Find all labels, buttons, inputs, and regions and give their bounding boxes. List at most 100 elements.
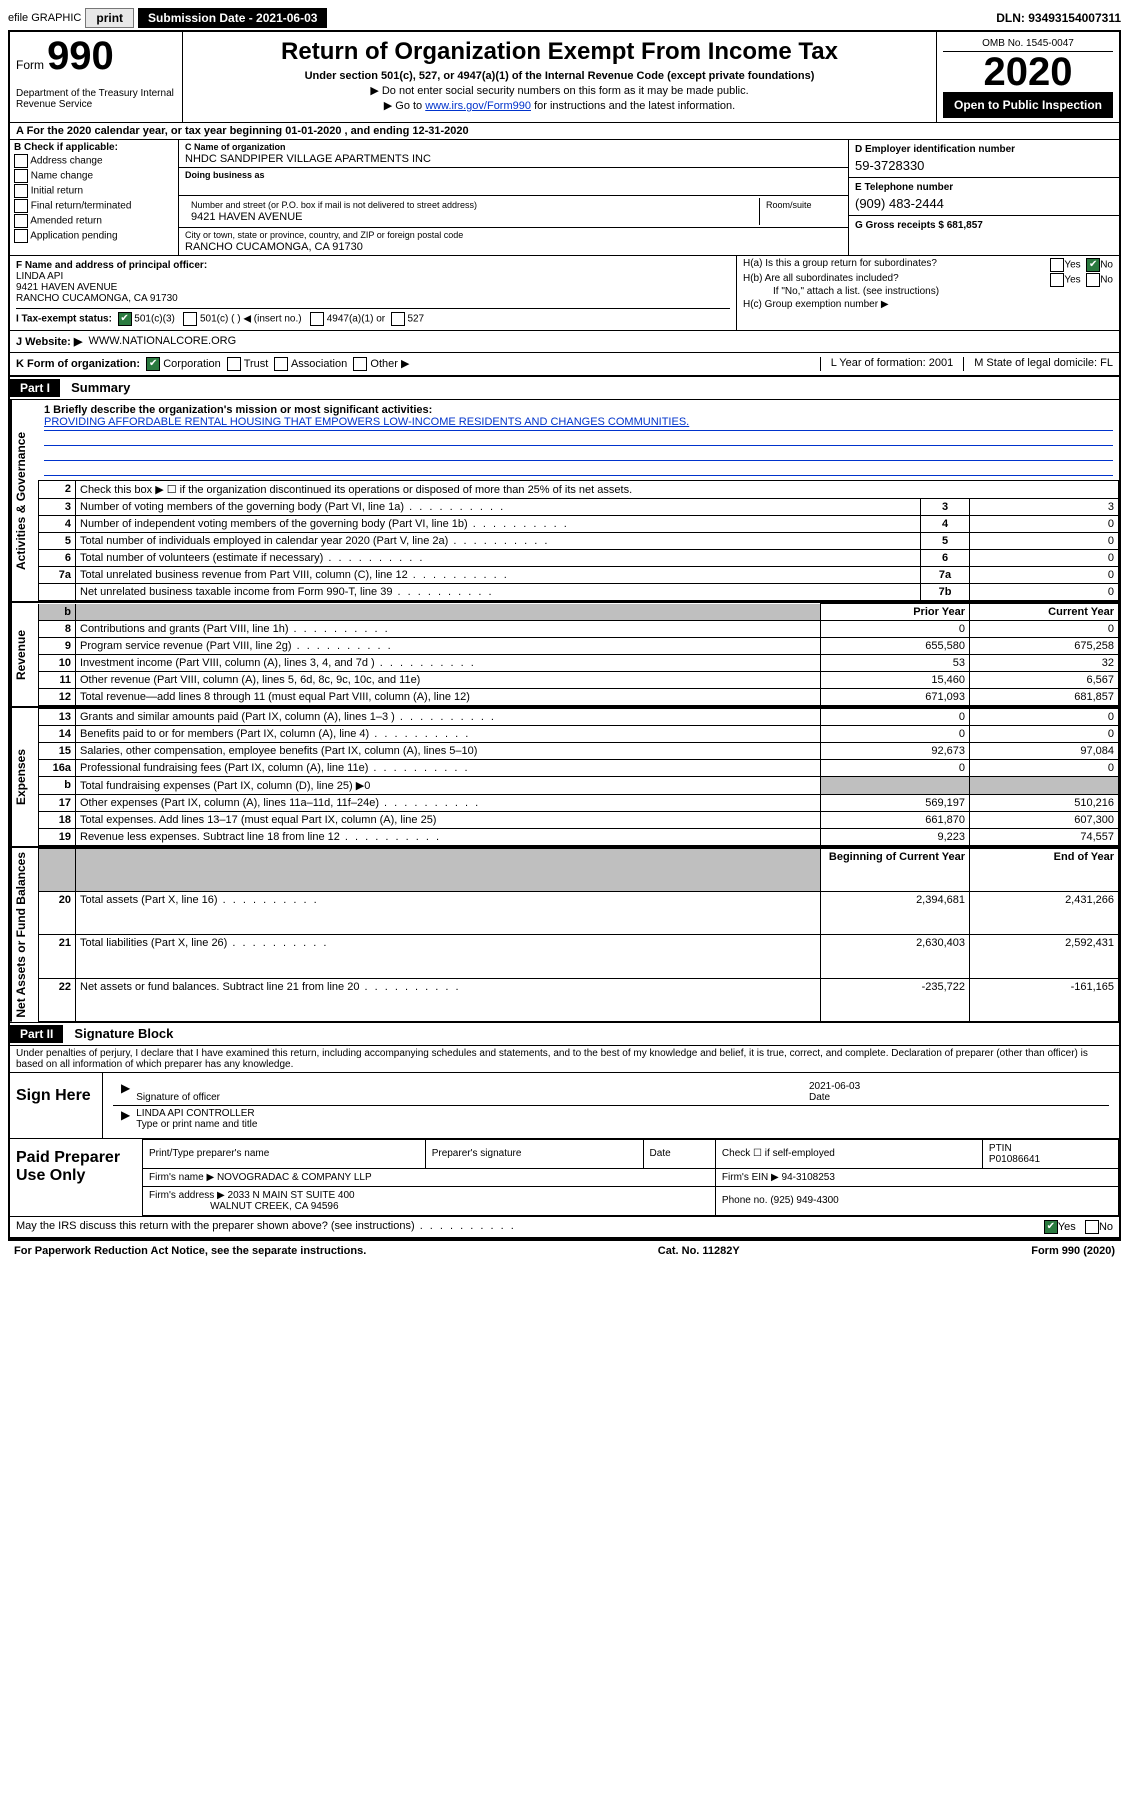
chk-4947[interactable] <box>310 312 324 326</box>
prep-self-label[interactable]: Check ☐ if self-employed <box>715 1139 982 1168</box>
firm-ein: 94-3108253 <box>782 1172 835 1183</box>
chk-trust[interactable] <box>227 357 241 371</box>
form-number: 990 <box>47 34 114 78</box>
firm-name: NOVOGRADAC & COMPANY LLP <box>217 1172 372 1183</box>
gross-receipts: G Gross receipts $ 681,857 <box>855 220 1113 231</box>
declaration: Under penalties of perjury, I declare th… <box>10 1046 1119 1072</box>
sign-here-row: Sign Here ▶ Signature of officer 2021-06… <box>10 1072 1119 1138</box>
instr-line1: ▶ Do not enter social security numbers o… <box>189 84 930 97</box>
officer-name: LINDA API <box>16 271 63 282</box>
table-row: 19Revenue less expenses. Subtract line 1… <box>39 829 1119 846</box>
table-row: Net unrelated business taxable income fr… <box>39 584 1119 601</box>
activities-section: Activities & Governance 1 Briefly descri… <box>10 400 1119 603</box>
table-row: 11Other revenue (Part VIII, column (A), … <box>39 672 1119 689</box>
website-row: J Website: ▶ WWW.NATIONALCORE.ORG <box>10 331 1119 353</box>
cat-no: Cat. No. 11282Y <box>658 1245 740 1257</box>
sign-mid: ▶ Signature of officer 2021-06-03Date ▶ … <box>103 1073 1119 1138</box>
top-bar: efile GRAPHIC print Submission Date - 20… <box>8 8 1121 28</box>
form-container: Form 990 Department of the Treasury Inte… <box>8 30 1121 1239</box>
firm-addr2: WALNUT CREEK, CA 94596 <box>210 1201 338 1212</box>
discuss-no[interactable] <box>1085 1220 1099 1234</box>
chk-assoc[interactable] <box>274 357 288 371</box>
discuss-yes[interactable]: ✔ <box>1044 1220 1058 1234</box>
form-id-box: Form 990 Department of the Treasury Inte… <box>10 32 183 122</box>
chk-other[interactable] <box>353 357 367 371</box>
telephone: (909) 483-2444 <box>855 196 1113 211</box>
table-row: 3Number of voting members of the governi… <box>39 499 1119 516</box>
year-formation: L Year of formation: 2001 <box>820 357 954 371</box>
ha-no[interactable]: ✔ <box>1086 258 1100 272</box>
prep-date-label: Date <box>643 1139 715 1168</box>
dept-label: Department of the Treasury Internal Reve… <box>16 88 176 110</box>
table-row: 22Net assets or fund balances. Subtract … <box>39 978 1119 1021</box>
city-state: RANCHO CUCAMONGA, CA 91730 <box>185 241 363 253</box>
netassets-section: Net Assets or Fund Balances Beginning of… <box>10 846 1119 1022</box>
mission-text[interactable]: PROVIDING AFFORDABLE RENTAL HOUSING THAT… <box>44 416 689 428</box>
na-table: Beginning of Current YearEnd of Year 20T… <box>38 848 1119 1022</box>
table-row: 15Salaries, other compensation, employee… <box>39 743 1119 760</box>
part1-header: Part I Summary <box>10 376 1119 400</box>
officer-left: F Name and address of principal officer:… <box>10 256 737 330</box>
street-address: 9421 HAVEN AVENUE <box>191 211 302 223</box>
chk-amended[interactable]: Amended return <box>14 214 174 228</box>
firm-phone: (925) 949-4300 <box>770 1195 838 1206</box>
footer: For Paperwork Reduction Act Notice, see … <box>8 1239 1121 1261</box>
firm-addr1: 2033 N MAIN ST SUITE 400 <box>228 1190 355 1201</box>
chk-corp[interactable]: ✔ <box>146 357 160 371</box>
open-public-label: Open to Public Inspection <box>943 92 1113 118</box>
print-button[interactable]: print <box>85 8 134 28</box>
table-row: 16aProfessional fundraising fees (Part I… <box>39 760 1119 777</box>
col-headers: Revenue bPrior YearCurrent Year 8Contrib… <box>10 603 1119 706</box>
rev-table: bPrior YearCurrent Year 8Contributions a… <box>38 603 1119 706</box>
h-block: H(a) Is this a group return for subordin… <box>737 256 1119 330</box>
paid-table: Print/Type preparer's name Preparer's si… <box>142 1139 1119 1216</box>
vlabel-activities: Activities & Governance <box>10 400 38 601</box>
hb-yes[interactable] <box>1050 273 1064 287</box>
sign-arrow-icon: ▶ <box>121 1108 130 1130</box>
discuss-row: May the IRS discuss this return with the… <box>10 1216 1119 1237</box>
sign-arrow-icon: ▶ <box>121 1081 130 1103</box>
col-b-head: B Check if applicable: <box>14 142 118 153</box>
chk-final[interactable]: Final return/terminated <box>14 199 174 213</box>
part2-header: Part II Signature Block <box>10 1022 1119 1046</box>
city-row: City or town, state or province, country… <box>179 228 848 255</box>
table-row: 9Program service revenue (Part VIII, lin… <box>39 638 1119 655</box>
sig-date: 2021-06-03 <box>809 1081 860 1092</box>
table-row: 2Check this box ▶ ☐ if the organization … <box>39 481 1119 499</box>
irs-link[interactable]: www.irs.gov/Form990 <box>425 100 531 112</box>
chk-initial[interactable]: Initial return <box>14 184 174 198</box>
paid-label: Paid Preparer Use Only <box>10 1139 142 1216</box>
chk-address[interactable]: Address change <box>14 154 174 168</box>
prep-sig-label: Preparer's signature <box>425 1139 643 1168</box>
prep-name-label: Print/Type preparer's name <box>143 1139 426 1168</box>
sig-officer-label: Signature of officer <box>136 1092 220 1103</box>
officer-row: F Name and address of principal officer:… <box>10 256 1119 331</box>
year-cell: OMB No. 1545-0047 2020 Open to Public In… <box>937 32 1119 122</box>
tax-year: 2020 <box>943 52 1113 92</box>
ptin: P01086641 <box>989 1154 1040 1165</box>
table-row: 21Total liabilities (Part X, line 26)2,6… <box>39 935 1119 978</box>
chk-501c[interactable] <box>183 312 197 326</box>
officer-typed: LINDA API CONTROLLER <box>136 1108 254 1119</box>
expense-section: Expenses 13Grants and similar amounts pa… <box>10 706 1119 846</box>
org-name-row: C Name of organization NHDC SANDPIPER VI… <box>179 140 848 168</box>
paperwork-notice: For Paperwork Reduction Act Notice, see … <box>14 1245 366 1257</box>
row-a: A For the 2020 calendar year, or tax yea… <box>10 123 1119 140</box>
chk-name[interactable]: Name change <box>14 169 174 183</box>
chk-pending[interactable]: Application pending <box>14 229 174 243</box>
submission-date: Submission Date - 2021-06-03 <box>138 8 327 28</box>
tax-status: I Tax-exempt status: ✔ 501(c)(3) 501(c) … <box>16 308 730 326</box>
table-row: 18Total expenses. Add lines 13–17 (must … <box>39 812 1119 829</box>
table-row: bTotal fundraising expenses (Part IX, co… <box>39 777 1119 795</box>
ein: 59-3728330 <box>855 158 1113 173</box>
org-name: NHDC SANDPIPER VILLAGE APARTMENTS INC <box>185 153 431 165</box>
table-row: 5Total number of individuals employed in… <box>39 533 1119 550</box>
gross-cell: G Gross receipts $ 681,857 <box>849 216 1119 235</box>
chk-527[interactable] <box>391 312 405 326</box>
hb-no[interactable] <box>1086 273 1100 287</box>
ein-cell: D Employer identification number 59-3728… <box>849 140 1119 178</box>
paid-preparer-row: Paid Preparer Use Only Print/Type prepar… <box>10 1138 1119 1216</box>
entity-block: B Check if applicable: Address change Na… <box>10 140 1119 256</box>
ha-yes[interactable] <box>1050 258 1064 272</box>
chk-501c3[interactable]: ✔ <box>118 312 132 326</box>
